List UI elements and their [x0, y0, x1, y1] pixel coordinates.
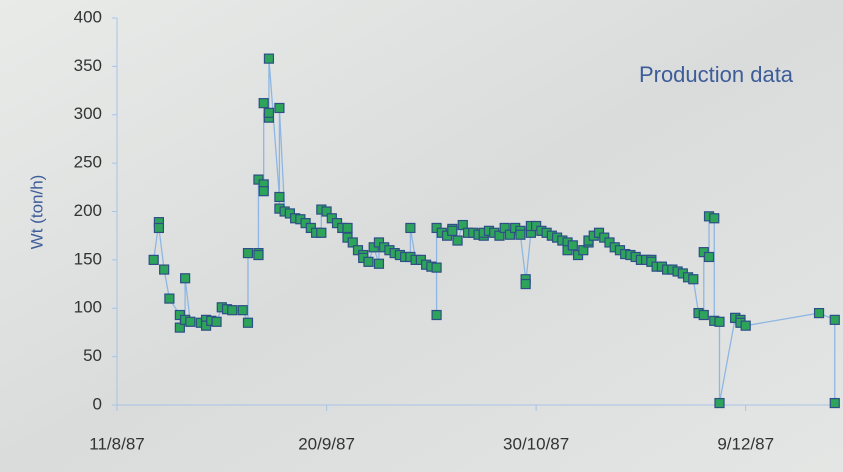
data-point — [830, 399, 839, 408]
data-point — [264, 54, 273, 63]
data-point — [317, 228, 326, 237]
y-axis-label: Wt (ton/h) — [27, 175, 46, 250]
data-point — [275, 103, 284, 112]
y-tick-label: 300 — [74, 104, 102, 123]
data-point — [432, 263, 441, 272]
data-point — [186, 317, 195, 326]
data-point — [448, 226, 457, 235]
data-point — [521, 280, 530, 289]
data-point — [715, 317, 724, 326]
x-tick-label: 30/10/87 — [503, 434, 569, 453]
data-point — [568, 241, 577, 250]
data-point — [275, 192, 284, 201]
data-point — [453, 236, 462, 245]
data-point — [689, 275, 698, 284]
data-point — [228, 306, 237, 315]
data-point — [243, 318, 252, 327]
data-point — [343, 223, 352, 232]
x-tick-label: 11/8/87 — [89, 434, 144, 453]
y-tick-label: 400 — [74, 7, 102, 26]
data-point — [364, 257, 373, 266]
y-tick-label: 250 — [74, 153, 102, 172]
chart-title: Production data — [639, 62, 794, 87]
data-point — [160, 265, 169, 274]
data-point — [699, 311, 708, 320]
y-tick-label: 50 — [83, 346, 102, 365]
data-point — [154, 223, 163, 232]
data-point — [741, 321, 750, 330]
data-point — [264, 108, 273, 117]
data-point — [259, 99, 268, 108]
x-tick-label: 20/9/87 — [298, 434, 355, 453]
data-point — [243, 249, 252, 258]
y-tick-label: 200 — [74, 201, 102, 220]
data-point — [238, 306, 247, 315]
data-point — [710, 214, 719, 223]
data-point — [815, 309, 824, 318]
data-point — [374, 259, 383, 268]
data-point — [149, 255, 158, 264]
data-point — [715, 399, 724, 408]
chart: Production data Wt (ton/h) 0 50 100 150 200 2… — [0, 0, 843, 472]
x-tick-label: 9/12/87 — [717, 434, 774, 453]
y-tick-label: 150 — [74, 249, 102, 268]
data-point — [181, 274, 190, 283]
data-point — [212, 317, 221, 326]
data-point — [406, 223, 415, 232]
data-point — [254, 251, 263, 260]
data-point — [259, 187, 268, 196]
data-point — [432, 311, 441, 320]
y-tick-label: 0 — [93, 394, 102, 413]
data-point — [516, 230, 525, 239]
data-point — [705, 252, 714, 261]
page: Production data Wt (ton/h) 0 50 100 150 200 2… — [0, 0, 843, 472]
y-tick-label: 100 — [74, 298, 102, 317]
data-point — [165, 294, 174, 303]
data-point — [830, 315, 839, 324]
y-tick-label: 350 — [74, 56, 102, 75]
